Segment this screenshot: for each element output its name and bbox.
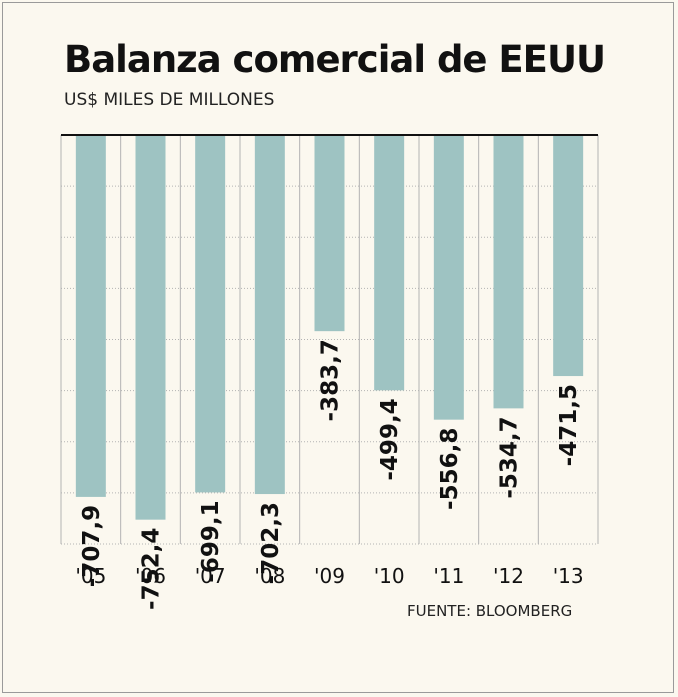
data-label: -752,4 (139, 528, 165, 610)
bar (135, 135, 166, 520)
bar (314, 135, 345, 332)
x-tick-label: '11 (433, 564, 464, 588)
bar (553, 135, 584, 377)
source-note: FUENTE: BLOOMBERG (407, 602, 573, 620)
chart-subtitle: US$ MILES DE MILLONES (64, 90, 275, 110)
chart-title: Balanza comercial de EEUU (64, 38, 606, 81)
x-tick-label: '12 (493, 564, 524, 588)
data-label: -534,7 (497, 416, 523, 498)
data-label: -499,4 (377, 398, 403, 480)
data-label: -699,1 (198, 500, 224, 582)
data-label: -707,9 (79, 505, 105, 587)
bar (254, 135, 285, 495)
bar (493, 135, 524, 409)
x-tick-label: '09 (314, 564, 345, 588)
x-tick-label: '07 (195, 564, 226, 588)
data-label: -383,7 (318, 339, 344, 421)
bar (75, 135, 106, 497)
bar (374, 135, 405, 391)
data-label: -556,8 (437, 428, 463, 510)
data-label: -702,3 (258, 502, 284, 584)
bar (195, 135, 226, 493)
x-tick-label: '06 (135, 564, 166, 588)
data-label: -471,5 (556, 384, 582, 466)
x-tick-label: '05 (75, 564, 106, 588)
x-tick-label: '13 (553, 564, 584, 588)
x-tick-label: '08 (254, 564, 285, 588)
bar (433, 135, 464, 420)
x-tick-label: '10 (374, 564, 405, 588)
